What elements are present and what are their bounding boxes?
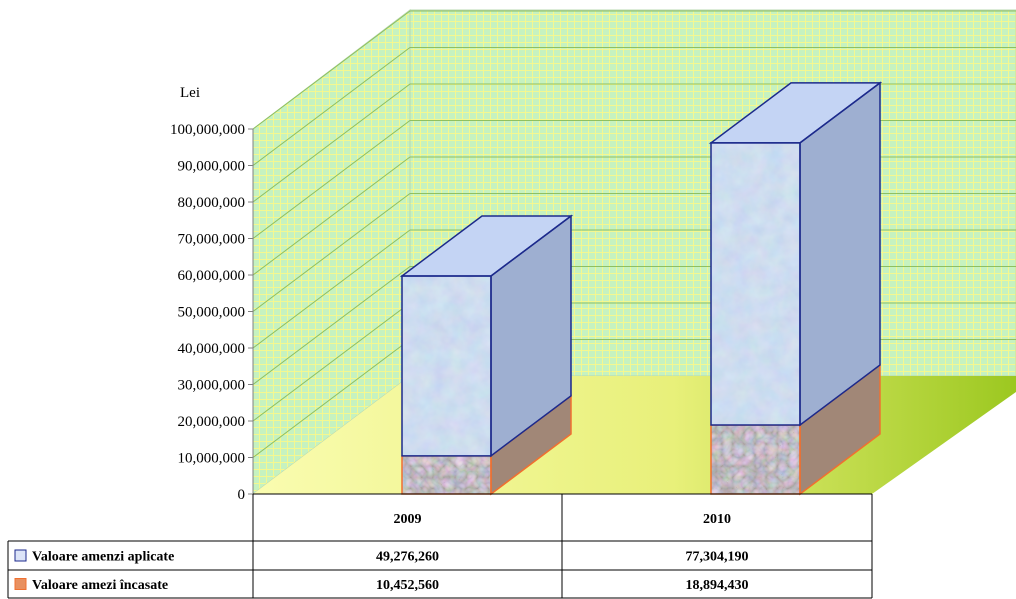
y-axis: 0 10,000,000 20,000,000 30,000,000 40,000,00… — [170, 122, 254, 503]
chart-walls — [252, 8, 1016, 496]
gridline-9 — [252, 47, 1016, 166]
legend-label-series-1: Valoare amenzi aplicate — [32, 550, 174, 565]
bars — [399, 81, 883, 496]
y-tick-label-7: 70,000,000 — [178, 232, 246, 248]
bar-side-outline — [799, 81, 881, 427]
y-tick-label-10: 100,000,000 — [170, 122, 245, 138]
y-tick-label-1: 10,000,000 — [178, 451, 246, 467]
y-tick-label-4: 40,000,000 — [178, 341, 246, 357]
bar-front-texture — [402, 275, 491, 456]
data-label-2009-series-0: 10,452,560 — [376, 578, 439, 593]
bar-side-shade — [491, 395, 571, 494]
x-tick-label-2009: 2009 — [394, 512, 422, 527]
bar-2009-series-1 — [399, 214, 574, 458]
bar-side-base — [491, 395, 571, 494]
legend-key-series-0 — [14, 578, 27, 590]
data-label-2009-series-1: 49,276,260 — [376, 550, 439, 565]
bar-side-base — [800, 82, 880, 426]
bar-2009-series-0 — [401, 394, 572, 496]
y-tick-label-0: 0 — [238, 487, 246, 503]
x-tick-label-2010: 2010 — [703, 512, 731, 527]
y-tick-label-9: 90,000,000 — [178, 159, 246, 175]
bar-side-shade — [800, 365, 880, 494]
bar-front-texture — [711, 425, 800, 494]
bar-side-base — [800, 365, 880, 494]
y-tick-label-6: 60,000,000 — [178, 268, 246, 284]
y-axis-title: Lei — [180, 85, 200, 101]
data-label-2010-series-1: 77,304,190 — [686, 550, 749, 565]
bar-2010-series-0 — [710, 363, 881, 496]
bar-side-shade — [800, 82, 880, 426]
bar-side-shade — [491, 215, 571, 456]
bar-front-texture — [711, 142, 800, 426]
gridline-10 — [252, 10, 1016, 130]
data-label-2010-series-0: 18,894,430 — [686, 578, 749, 593]
bar-2010-series-1 — [708, 81, 883, 427]
bar-side-base — [491, 215, 571, 456]
y-tick-label-2: 20,000,000 — [178, 414, 246, 430]
y-tick-label-5: 50,000,000 — [178, 305, 246, 321]
legend-label-series-0: Valoare amezi încasate — [32, 578, 168, 593]
bar-side-outline — [490, 214, 572, 458]
data-table: 2009 2010 Valoare amenzi aplicate 49,276,26… — [7, 493, 873, 599]
y-tick-label-8: 80,000,000 — [178, 195, 246, 211]
legend-key-series-1 — [14, 549, 27, 562]
bar-front-texture — [402, 455, 491, 494]
y-tick-label-3: 30,000,000 — [178, 378, 246, 394]
